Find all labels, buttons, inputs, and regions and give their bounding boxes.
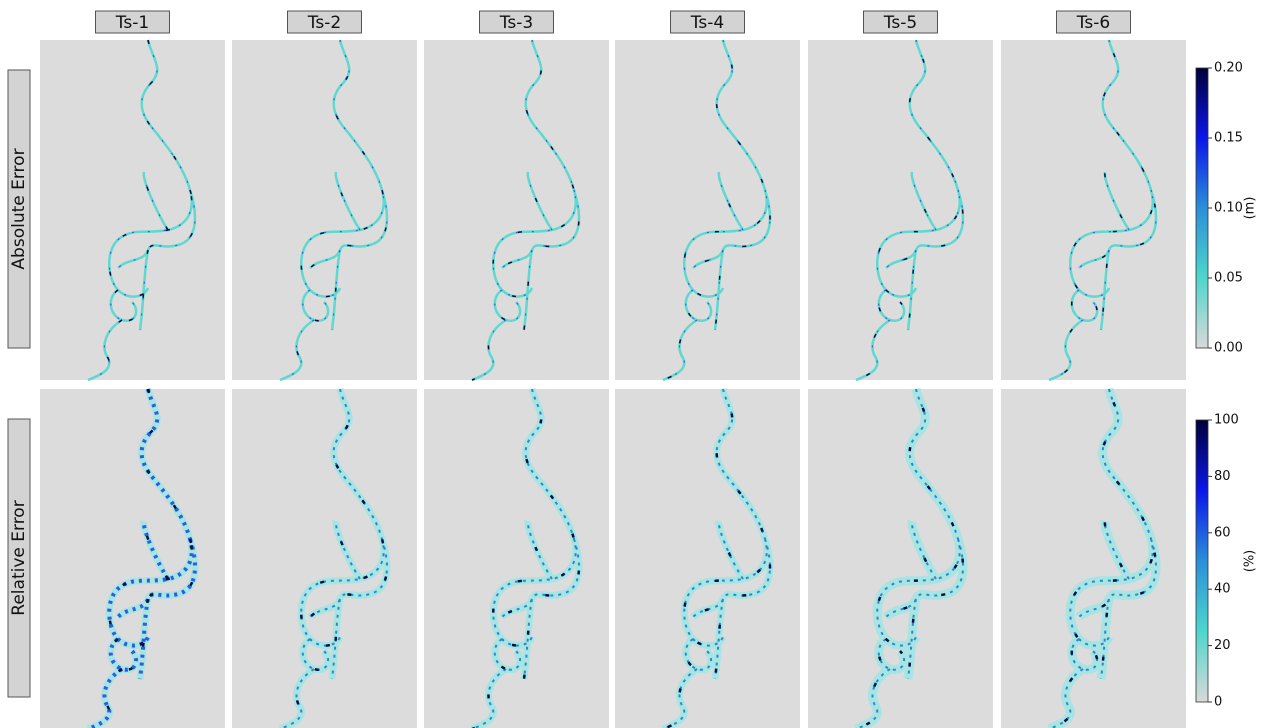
colorbar-unit: (%) (1243, 550, 1258, 573)
column-header: Ts-4 (690, 13, 724, 33)
map-panel (808, 40, 993, 380)
colorbar-tick-label: 60 (1214, 525, 1231, 540)
figure: Ts-1 Ts-2 Ts-3 Ts-4 Ts-5 Ts-6 Absolute Error 0.… (0, 0, 1266, 728)
colorbar-tick-label: 80 (1214, 469, 1231, 484)
colorbar-tick-label: 0.00 (1214, 341, 1243, 356)
colorbar-tick-label: 0.15 (1214, 131, 1243, 146)
map-panel (615, 40, 800, 380)
colorbar-tick-label: 0 (1214, 695, 1222, 710)
colorbar (1196, 68, 1208, 348)
colorbar-tick-label: 40 (1214, 582, 1231, 597)
page: {"columns": ["Ts-1", "Ts-2", "Ts-3", "Ts… (0, 0, 1266, 728)
column-header: Ts-2 (307, 13, 341, 33)
colorbar-tick-label: 0.05 (1214, 271, 1243, 286)
map-panel (424, 40, 609, 380)
column-header: Ts-6 (1076, 13, 1110, 33)
column-header: Ts-1 (115, 13, 149, 33)
colorbar-tick-label: 0.20 (1214, 61, 1243, 76)
column-header: Ts-5 (883, 13, 917, 33)
map-panel (1001, 40, 1186, 380)
row-label: Relative Error (9, 500, 29, 615)
colorbar-tick-label: 20 (1214, 638, 1231, 653)
map-panel (232, 40, 417, 380)
colorbar-tick-label: 0.10 (1214, 201, 1243, 216)
column-header: Ts-3 (499, 13, 533, 33)
colorbar-tick-label: 100 (1214, 413, 1239, 428)
row-label: Absolute Error (9, 148, 29, 269)
colorbar (1196, 420, 1208, 702)
colorbar-unit: (m) (1243, 197, 1258, 220)
map-panel (40, 40, 225, 380)
